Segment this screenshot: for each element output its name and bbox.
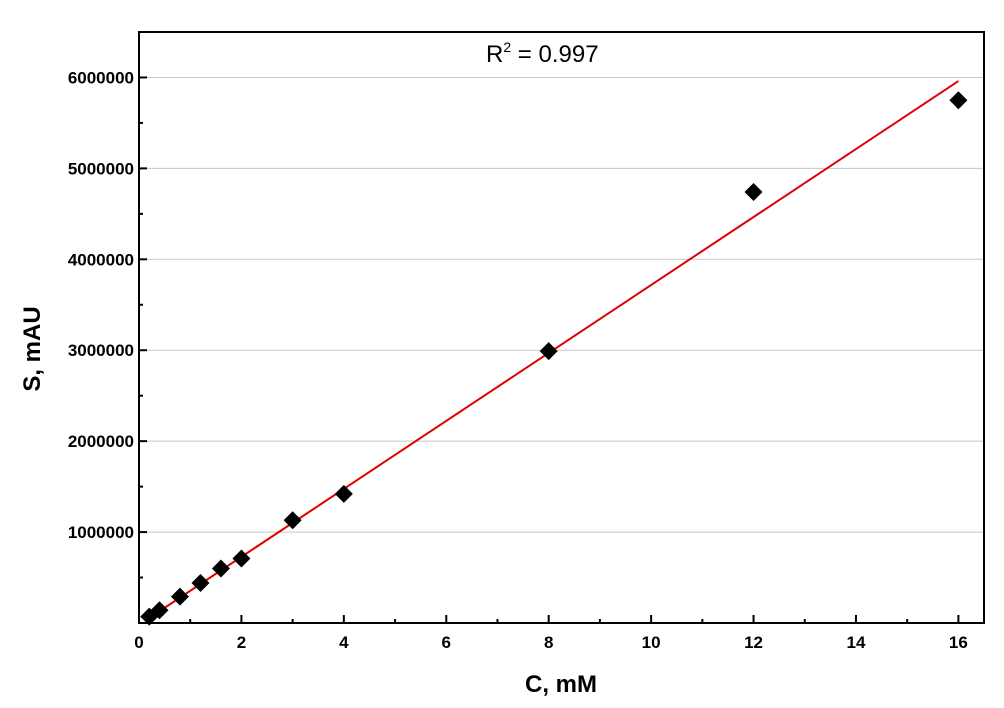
data-point xyxy=(539,342,558,361)
data-point xyxy=(170,587,189,606)
y-tick-label: 5000000 xyxy=(68,159,134,178)
x-tick-label: 2 xyxy=(237,633,246,652)
data-point xyxy=(283,511,302,530)
y-tick-label: 3000000 xyxy=(68,341,134,360)
y-tick-labels: 1000000 2000000 3000000 4000000 5000000 60000… xyxy=(68,68,134,542)
y-tick-label: 4000000 xyxy=(68,250,134,269)
data-point xyxy=(150,601,169,620)
gridlines xyxy=(139,76,984,533)
data-point xyxy=(744,183,763,202)
x-tick-labels: 0 2 4 6 8 10 12 14 16 xyxy=(134,633,968,652)
y-tick-label: 1000000 xyxy=(68,523,134,542)
data-point xyxy=(949,91,968,110)
r-squared-value: = 0.997 xyxy=(511,41,598,68)
data-point xyxy=(334,484,353,503)
axis-ticks xyxy=(138,31,960,623)
plot-frame xyxy=(138,31,985,624)
x-tick-label: 8 xyxy=(544,633,553,652)
y-tick-label: 6000000 xyxy=(68,68,134,87)
x-tick-label: 14 xyxy=(847,633,866,652)
x-axis-title: C, mM xyxy=(525,671,597,698)
data-point xyxy=(191,573,210,592)
data-point xyxy=(211,559,230,578)
x-tick-label: 12 xyxy=(744,633,763,652)
r-squared-superscript: 2 xyxy=(503,39,511,55)
y-tick-label: 2000000 xyxy=(68,432,134,451)
data-point xyxy=(232,549,251,568)
x-tick-label: 6 xyxy=(442,633,451,652)
r-squared-annotation: R2 = 0.997 xyxy=(486,39,599,68)
data-points xyxy=(140,91,968,626)
r-squared-base: R xyxy=(486,41,503,68)
y-axis-title: S, mAU xyxy=(19,306,46,391)
x-tick-label: 4 xyxy=(339,633,349,652)
x-tick-label: 10 xyxy=(642,633,661,652)
x-tick-label: 16 xyxy=(949,633,968,652)
x-tick-label: 0 xyxy=(134,633,143,652)
